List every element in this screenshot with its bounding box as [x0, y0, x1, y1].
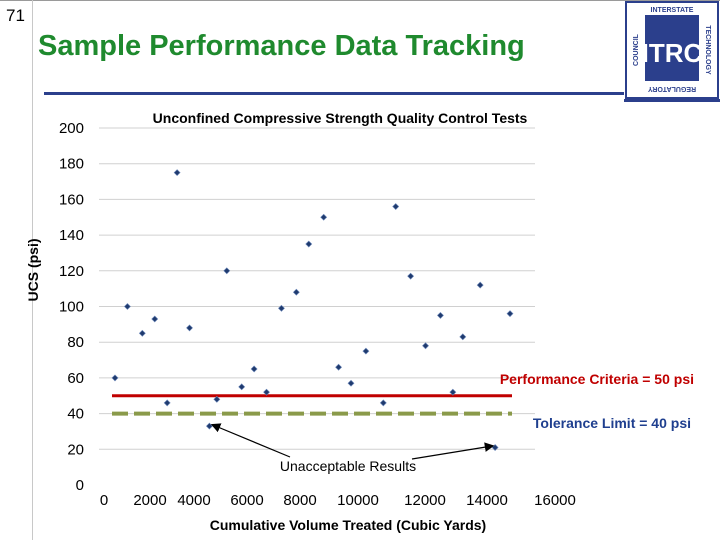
y-tick-label: 20: [67, 441, 84, 458]
y-tick-label: 40: [67, 406, 84, 423]
data-point: [292, 288, 300, 296]
data-point: [163, 399, 171, 407]
performance-criteria-label: Performance Criteria = 50 psi: [500, 371, 694, 387]
data-point: [422, 342, 429, 350]
data-point: [437, 312, 444, 319]
y-tick-label: 160: [59, 191, 84, 208]
data-point: [347, 379, 355, 387]
data-point: [250, 365, 258, 373]
x-tick-label: 4000: [177, 492, 210, 509]
data-point: [335, 363, 343, 371]
x-tick-label: 16000: [534, 492, 576, 509]
data-point: [213, 395, 221, 403]
y-tick-label: 140: [59, 227, 84, 244]
y-tick-label: 0: [76, 477, 84, 494]
slide-frame-left: [32, 0, 33, 540]
gridlines: [99, 127, 535, 450]
data-point: [223, 267, 231, 275]
y-tick-labels: 0 20 40 60 80 100 120 140 160 180 200: [59, 120, 84, 494]
data-point: [449, 388, 457, 396]
data-point: [506, 310, 514, 318]
data-point: [238, 383, 246, 391]
data-point: [138, 329, 146, 337]
logo-acronym: ITRC: [642, 38, 703, 68]
x-tick-labels: 0 2000 4000 6000 8000 10000 12000 14000 16000: [100, 492, 576, 509]
y-tick-label: 100: [59, 299, 84, 316]
title-underline: [44, 92, 624, 95]
data-point: [407, 272, 415, 280]
logo-bottom-text: REGULATORY: [648, 85, 696, 92]
x-tick-label: 2000: [133, 492, 166, 509]
data-point: [278, 304, 285, 312]
unacceptable-results-label: Unacceptable Results: [280, 458, 416, 474]
x-tick-label: 10000: [337, 492, 379, 509]
arrow-to-right-point: [411, 442, 495, 460]
annotation-arrows: [210, 423, 495, 460]
y-tick-label: 80: [67, 334, 84, 351]
data-point: [263, 388, 270, 396]
slide-number: 71: [6, 6, 25, 25]
y-tick-label: 120: [59, 263, 84, 280]
x-tick-label: 8000: [283, 492, 316, 509]
chart-title: Unconfined Compressive Strength Quality …: [153, 110, 528, 126]
data-point: [173, 169, 181, 177]
data-point: [379, 399, 387, 407]
x-tick-label: 0: [100, 492, 108, 509]
logo-left-text: COUNCIL: [633, 33, 640, 66]
y-tick-label: 60: [67, 370, 84, 387]
slide-title: Sample Performance Data Tracking: [38, 30, 525, 62]
title-underline-right: [624, 99, 720, 102]
reference-lines: [112, 394, 512, 416]
y-axis-label: UCS (psi): [25, 239, 41, 302]
y-tick-label: 200: [59, 120, 84, 137]
data-point: [111, 374, 119, 382]
y-tick-label: 180: [59, 156, 84, 173]
logo-top-text: INTERSTATE: [651, 7, 694, 14]
x-axis-label: Cumulative Volume Treated (Cubic Yards): [210, 517, 486, 533]
data-point: [151, 315, 159, 323]
x-tick-label: 12000: [404, 492, 446, 509]
data-point: [392, 203, 400, 210]
data-point: [362, 347, 370, 355]
itrc-logo: ITRC INTERSTATE REGULATORY COUNCIL TECHN…: [625, 1, 719, 99]
data-point: [186, 324, 193, 332]
data-point: [476, 281, 484, 289]
logo-right-text: TECHNOLOGY: [704, 25, 711, 75]
arrow-to-left-point: [210, 423, 291, 458]
tolerance-limit-label: Tolerance Limit = 40 psi: [533, 415, 691, 431]
x-tick-label: 14000: [466, 492, 508, 509]
data-point: [305, 240, 313, 248]
data-point: [205, 422, 213, 430]
data-point: [123, 303, 131, 310]
data-point: [459, 333, 467, 341]
x-tick-label: 6000: [230, 492, 263, 509]
data-point: [320, 213, 328, 221]
data-points: [111, 169, 514, 451]
slide-frame-top: [0, 0, 720, 1]
